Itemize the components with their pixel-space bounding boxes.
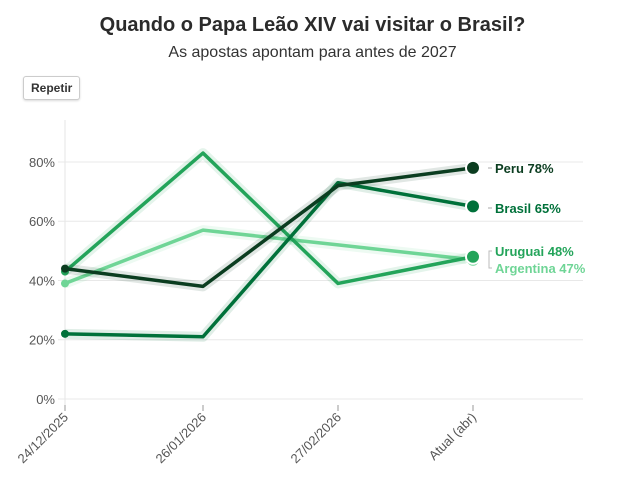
end-point-peru xyxy=(465,159,481,176)
end-point-brasil xyxy=(465,198,481,215)
x-tick-label: 26/01/2026 xyxy=(152,410,209,467)
start-point-argentina xyxy=(61,279,69,288)
label-bracket xyxy=(488,250,492,269)
replay-button[interactable]: Repetir xyxy=(23,76,81,100)
y-tick-label: 0% xyxy=(36,392,55,407)
x-tick-label: Atual (abr) xyxy=(426,410,480,464)
y-tick-label: 60% xyxy=(29,214,55,229)
chart-title: Quando o Papa Leão XIV vai visitar o Bra… xyxy=(99,14,526,36)
start-point-brasil xyxy=(61,329,69,338)
end-label-peru: Peru 78% xyxy=(495,161,554,176)
start-point-peru xyxy=(61,264,69,273)
y-tick-label: 40% xyxy=(29,273,55,288)
series-line-brasil xyxy=(64,180,474,339)
end-label-argentina: Argentina 47% xyxy=(495,261,586,276)
series-line-uruguai xyxy=(63,151,474,286)
end-point-uruguai xyxy=(465,248,481,265)
chart-subtitle: As apostas apontam para antes de 2027 xyxy=(168,44,457,61)
x-tick-label: 27/02/2026 xyxy=(287,410,344,467)
y-tick-label: 20% xyxy=(29,333,55,348)
x-tick-label: 24/12/2025 xyxy=(14,410,71,467)
end-label-brasil: Brasil 65% xyxy=(495,201,561,216)
y-tick-label: 80% xyxy=(29,155,55,170)
series-line-peru xyxy=(64,166,474,289)
end-label-uruguai: Uruguai 48% xyxy=(495,244,574,259)
